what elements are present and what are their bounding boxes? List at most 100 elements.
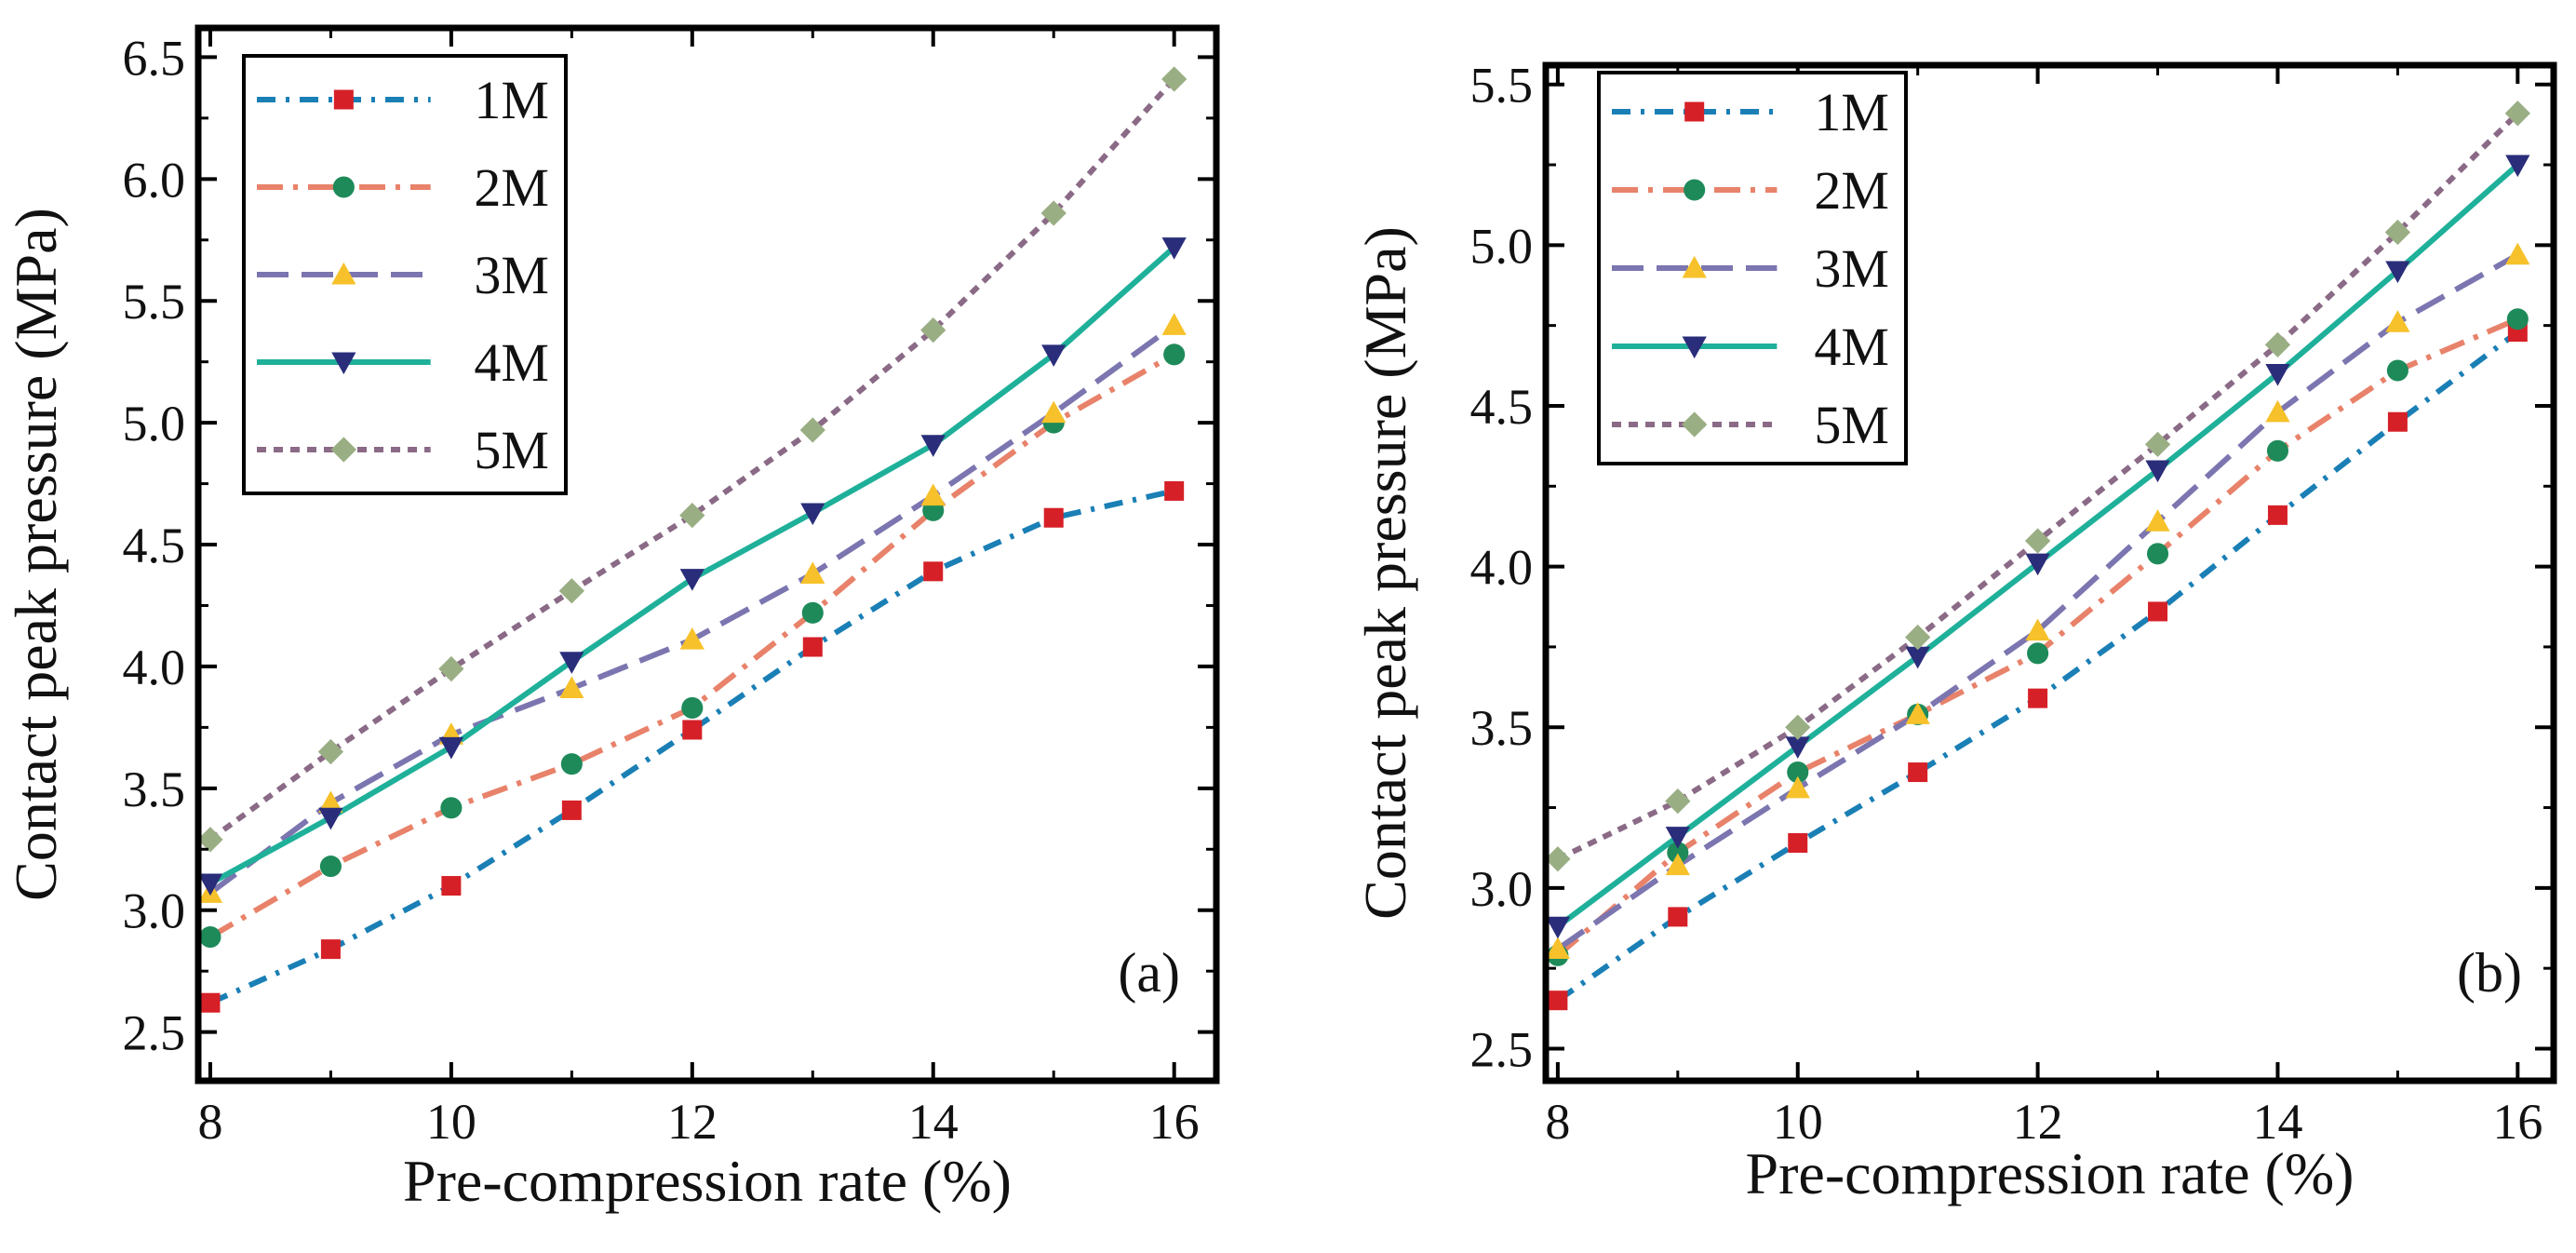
x-tick-label: 10 bbox=[426, 1094, 476, 1150]
data-point-4M-15 bbox=[1041, 344, 1067, 367]
x-tick-label: 12 bbox=[667, 1094, 718, 1150]
data-point-4M-14 bbox=[920, 435, 946, 457]
y-axis-label: Contact peak pressure (MPa) bbox=[1352, 226, 1418, 920]
legend-marker-5M bbox=[330, 437, 356, 463]
chart-panel-b: 8 10 12 14 16 2.5 3.0 3.5 4.0 4.5 5.0 5.5 Pre-compre… bbox=[1352, 58, 2557, 1206]
data-point-3M-11 bbox=[559, 676, 584, 698]
legend: 1M 2M 3M 4M 5M bbox=[1597, 71, 1908, 465]
data-point-3M-14 bbox=[920, 483, 946, 506]
data-point-2M-16 bbox=[1163, 344, 1186, 366]
legend: 1M 2M 3M 4M 5M bbox=[242, 54, 568, 495]
data-point-5M-15 bbox=[2384, 219, 2411, 246]
data-point-5M-9 bbox=[1665, 788, 1691, 815]
x-tick-label: 16 bbox=[1149, 1094, 1200, 1150]
series-line-5M bbox=[208, 76, 1176, 842]
data-point-2M-8 bbox=[199, 925, 221, 949]
data-point-3M-13 bbox=[2145, 509, 2170, 532]
x-tick-label: 14 bbox=[908, 1094, 959, 1150]
data-point-4M-11 bbox=[1905, 646, 1930, 669]
data-point-5M-14 bbox=[920, 317, 946, 344]
data-point-5M-12 bbox=[2024, 528, 2051, 554]
panel-label: (b) bbox=[2457, 942, 2522, 1004]
data-point-5M-14 bbox=[2264, 331, 2291, 358]
data-point-1M-11 bbox=[561, 800, 582, 820]
data-point-4M-10 bbox=[438, 736, 464, 760]
y-axis-label: Contact peak pressure (MPa) bbox=[3, 208, 69, 901]
legend-marker-3M bbox=[331, 262, 356, 285]
data-point-4M-12 bbox=[2025, 553, 2050, 576]
data-point-5M-13 bbox=[799, 417, 825, 443]
data-point-1M-15 bbox=[2387, 411, 2408, 432]
legend-marker-2M bbox=[332, 176, 355, 198]
y-tick-label: 2.5 bbox=[123, 1005, 186, 1061]
data-point-3M-14 bbox=[2265, 399, 2290, 423]
data-point-1M-10 bbox=[441, 876, 462, 896]
plot-frame bbox=[195, 24, 1220, 1085]
data-point-4M-8 bbox=[197, 873, 223, 896]
y-tick-label: 5.5 bbox=[1470, 58, 1534, 114]
data-point-2M-12 bbox=[2027, 642, 2049, 665]
y-tick-label: 3.5 bbox=[1470, 700, 1534, 756]
y-tick-label: 6.0 bbox=[123, 152, 186, 208]
data-point-4M-9 bbox=[318, 807, 343, 830]
y-tick-label: 4.5 bbox=[1470, 379, 1534, 435]
data-point-1M-14 bbox=[923, 561, 944, 582]
data-point-1M-9 bbox=[320, 939, 341, 960]
data-point-2M-10 bbox=[440, 797, 463, 819]
data-point-5M-13 bbox=[2144, 431, 2171, 458]
x-tick-label: 16 bbox=[2492, 1094, 2542, 1150]
legend-marker-4M bbox=[1682, 336, 1707, 359]
legend-marker-2M bbox=[1684, 179, 1706, 201]
data-point-4M-15 bbox=[2385, 261, 2410, 284]
data-point-5M-9 bbox=[317, 738, 344, 765]
data-point-5M-11 bbox=[1905, 624, 1931, 651]
data-point-1M-8 bbox=[200, 992, 221, 1013]
data-point-3M-9 bbox=[1665, 853, 1690, 876]
data-point-4M-12 bbox=[679, 569, 704, 591]
y-tick-label: 2.5 bbox=[1470, 1021, 1534, 1077]
data-point-4M-11 bbox=[559, 652, 584, 674]
panel-label: (a) bbox=[1118, 942, 1180, 1004]
y-tick-label: 4.5 bbox=[123, 518, 186, 573]
legend-label-3M: 3M bbox=[1814, 238, 1889, 299]
data-point-4M-13 bbox=[800, 503, 825, 526]
x-tick-label: 8 bbox=[197, 1094, 222, 1150]
data-point-3M-11 bbox=[1905, 702, 1930, 724]
series-line-3M bbox=[1556, 252, 2519, 951]
data-point-5M-16 bbox=[1161, 66, 1187, 92]
data-point-3M-16 bbox=[2505, 242, 2530, 265]
data-point-3M-15 bbox=[2385, 310, 2410, 332]
data-point-4M-16 bbox=[1161, 237, 1187, 260]
x-axis-label: Pre-compression rate (%) bbox=[403, 1148, 1012, 1214]
data-point-3M-12 bbox=[679, 627, 704, 650]
legend-marker-1M bbox=[333, 89, 354, 110]
data-point-2M-13 bbox=[801, 601, 824, 624]
data-point-5M-16 bbox=[2504, 101, 2530, 127]
legend-label-4M: 4M bbox=[1814, 317, 1889, 377]
data-point-1M-13 bbox=[2148, 601, 2168, 622]
legend-label-1M: 1M bbox=[474, 70, 549, 130]
data-point-4M-8 bbox=[1545, 916, 1571, 939]
y-tick-label: 6.5 bbox=[123, 30, 186, 86]
x-tick-label: 14 bbox=[2252, 1094, 2302, 1150]
legend-marker-5M bbox=[1682, 411, 1708, 438]
data-point-2M-10 bbox=[1787, 761, 1809, 784]
data-point-1M-8 bbox=[1548, 990, 1568, 1011]
data-point-4M-14 bbox=[2265, 363, 2290, 386]
y-tick-label: 4.0 bbox=[123, 640, 186, 695]
legend-marker-4M bbox=[331, 352, 356, 375]
data-point-3M-15 bbox=[1041, 400, 1067, 424]
data-point-1M-13 bbox=[802, 637, 823, 657]
x-tick-label: 8 bbox=[1545, 1094, 1570, 1150]
y-tick-label: 5.0 bbox=[1470, 218, 1534, 274]
data-point-5M-8 bbox=[197, 827, 223, 853]
data-point-1M-15 bbox=[1043, 507, 1064, 528]
y-tick-label: 5.5 bbox=[123, 274, 186, 330]
data-point-5M-11 bbox=[558, 578, 584, 604]
data-point-1M-10 bbox=[1788, 833, 1808, 854]
data-point-2M-13 bbox=[2146, 543, 2169, 565]
data-point-2M-15 bbox=[2386, 359, 2408, 382]
legend-label-2M: 2M bbox=[1814, 160, 1889, 221]
